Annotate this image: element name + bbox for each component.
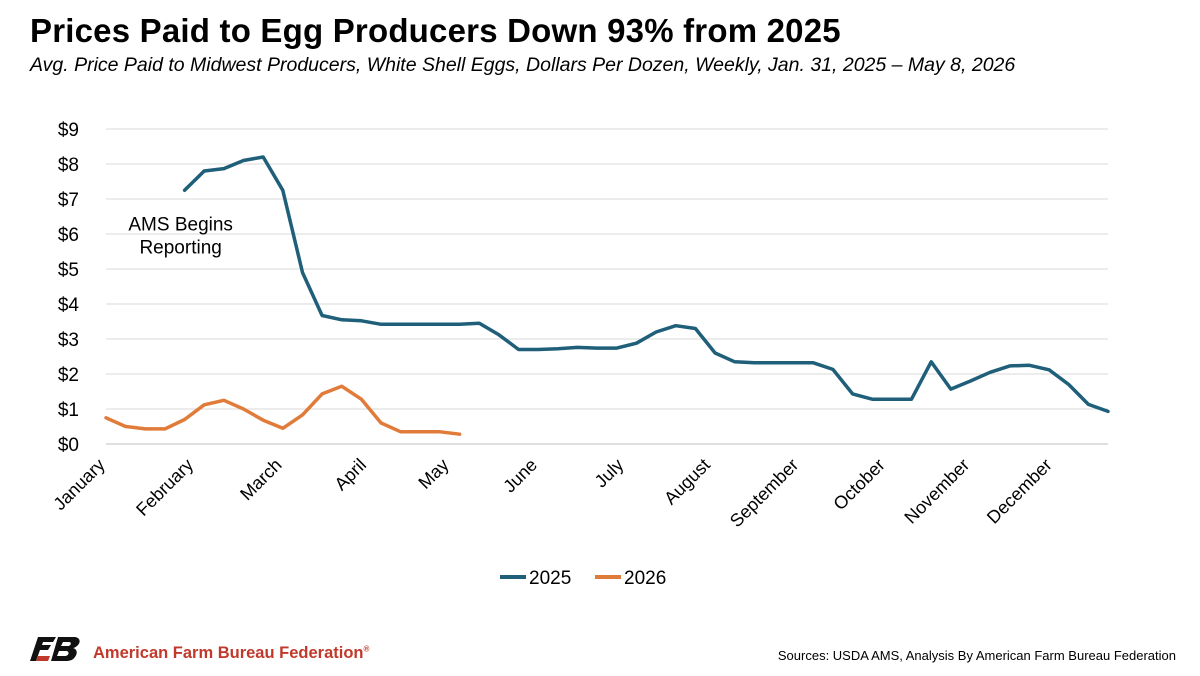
afbf-logo-icon [30, 637, 80, 661]
legend-label-2025: 2025 [529, 568, 571, 589]
y-tick-label: $9 [58, 120, 79, 141]
x-tick-label: September [726, 455, 802, 531]
x-tick-label: October [829, 455, 888, 514]
annotation-text: AMS Begins [128, 215, 233, 236]
y-tick-label: $8 [58, 155, 79, 176]
series-lines [104, 155, 1110, 436]
y-tick-label: $7 [58, 190, 79, 211]
x-tick-label: June [499, 455, 541, 497]
annotation-text: Reporting [139, 238, 221, 259]
x-tick-label: January [49, 455, 108, 514]
grid-lines [106, 128, 1108, 445]
x-tick-label: March [236, 455, 286, 505]
legend: 2025 2026 [500, 568, 666, 589]
x-tick-label: May [414, 455, 452, 493]
x-tick-label: August [660, 455, 714, 509]
y-tick-label: $4 [58, 295, 80, 316]
x-tick-label: November [900, 455, 973, 528]
series-line-2026 [104, 384, 462, 436]
organization-name: American Farm Bureau Federation® [93, 644, 370, 662]
chart-subtitle: Avg. Price Paid to Midwest Producers, Wh… [30, 54, 1016, 76]
x-axis-month-labels: January February March April May June July Augu… [49, 455, 1055, 531]
y-tick-label: $5 [58, 260, 79, 281]
y-axis-ticks: $0 $1 $2 $3 $4 $5 $6 $7 $8 $9 [58, 120, 80, 456]
y-tick-label: $1 [58, 400, 79, 421]
x-tick-label: December [983, 455, 1056, 528]
x-tick-label: April [331, 455, 371, 495]
series-line-2025 [182, 155, 1110, 414]
sources-note: Sources: USDA AMS, Analysis By American … [777, 648, 1176, 663]
x-tick-label: July [591, 455, 628, 492]
y-tick-label: $3 [58, 330, 79, 351]
y-tick-label: $0 [58, 435, 79, 456]
y-tick-label: $2 [58, 365, 79, 386]
chart-title: Prices Paid to Egg Producers Down 93% fr… [30, 12, 841, 49]
y-tick-label: $6 [58, 225, 79, 246]
legend-label-2026: 2026 [624, 568, 666, 589]
x-tick-label: February [132, 455, 197, 520]
